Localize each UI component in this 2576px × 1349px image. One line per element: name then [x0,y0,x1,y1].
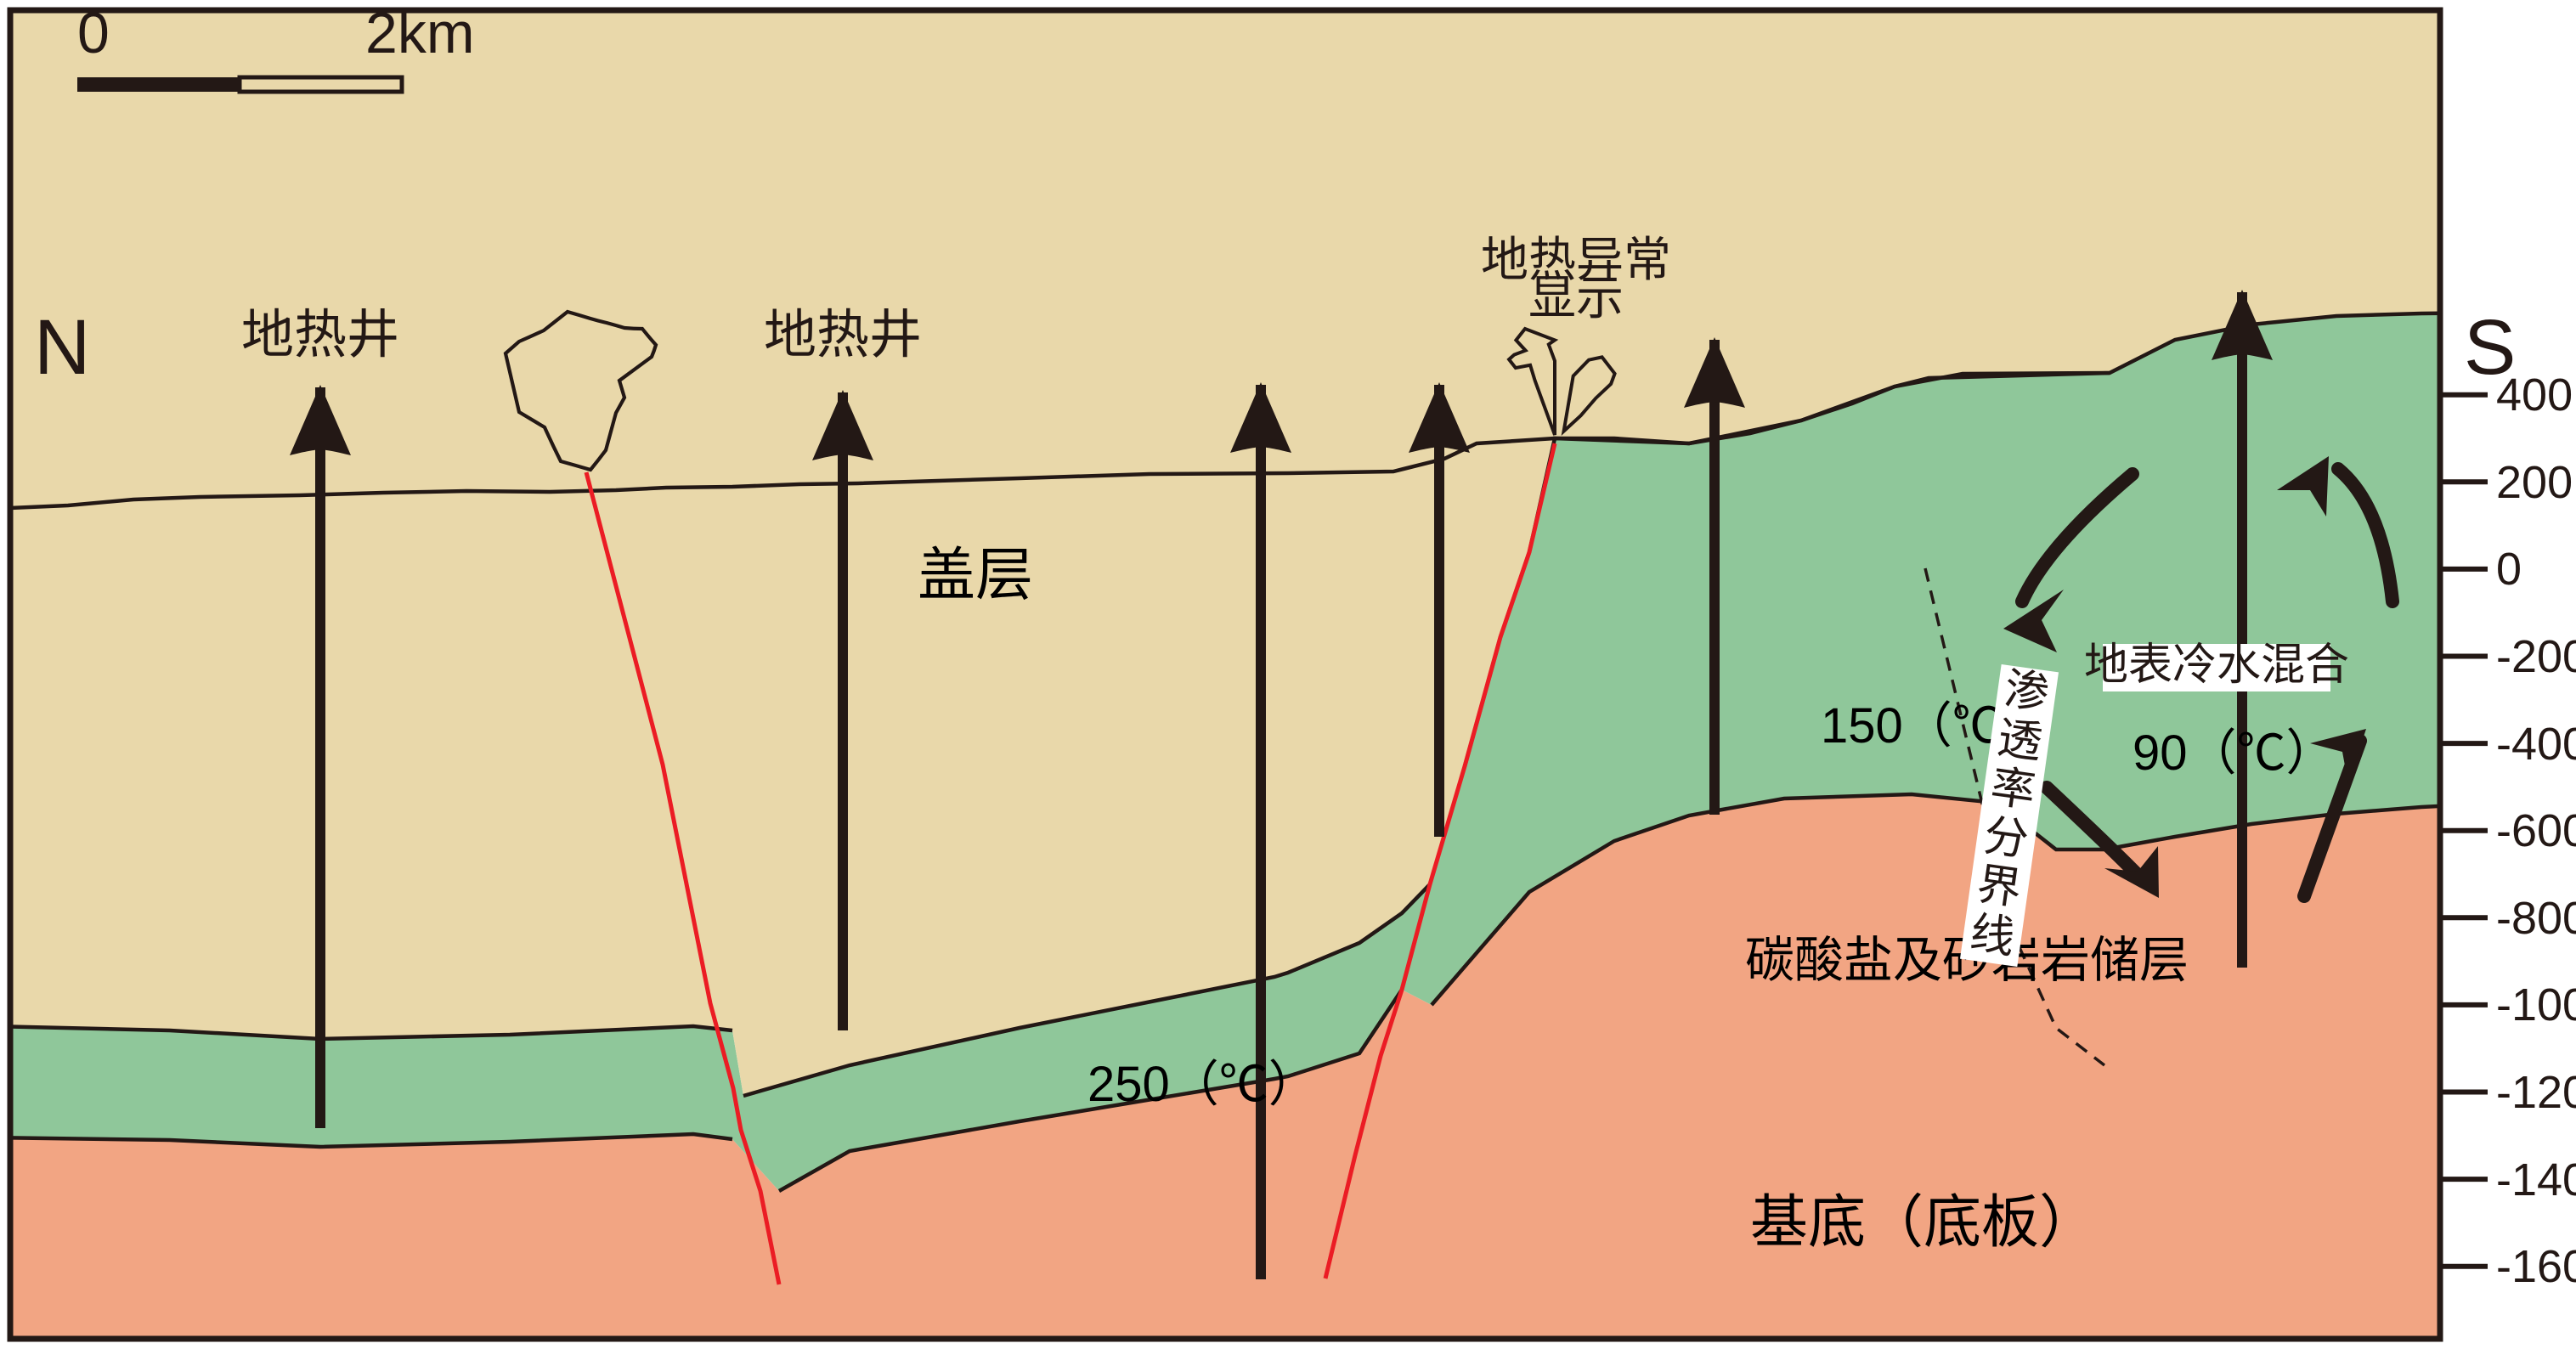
svg-text:界: 界 [1974,861,2024,915]
svg-text:-1000: -1000 [2496,979,2576,1030]
svg-text:分: 分 [1980,811,2031,866]
svg-text:90（℃）: 90（℃） [2133,725,2336,781]
svg-text:地热井: 地热井 [241,307,399,364]
svg-text:渗: 渗 [2002,665,2052,720]
svg-text:-1600: -1600 [2496,1241,2576,1292]
svg-text:-1400: -1400 [2496,1154,2576,1205]
svg-text:-800: -800 [2496,893,2576,944]
svg-text:盖层: 盖层 [918,543,1033,607]
svg-text:率: 率 [1988,763,2038,817]
svg-text:0: 0 [2496,544,2522,595]
svg-text:地热井: 地热井 [764,307,922,364]
svg-text:透: 透 [1995,714,2045,769]
svg-text:线: 线 [1967,909,2017,963]
svg-text:N: N [34,304,90,391]
svg-text:-1200: -1200 [2496,1067,2576,1118]
svg-text:-200: -200 [2496,631,2576,682]
svg-text:地表冷水混合: 地表冷水混合 [2084,641,2349,690]
svg-text:-400: -400 [2496,719,2576,770]
svg-text:显示: 显示 [1528,273,1624,325]
svg-text:基底（底板）: 基底（底板） [1750,1190,2097,1255]
svg-text:400: 400 [2496,370,2573,421]
svg-text:200: 200 [2496,457,2573,508]
svg-text:-600: -600 [2496,805,2576,856]
svg-text:250（℃）: 250（℃） [1087,1057,1318,1112]
